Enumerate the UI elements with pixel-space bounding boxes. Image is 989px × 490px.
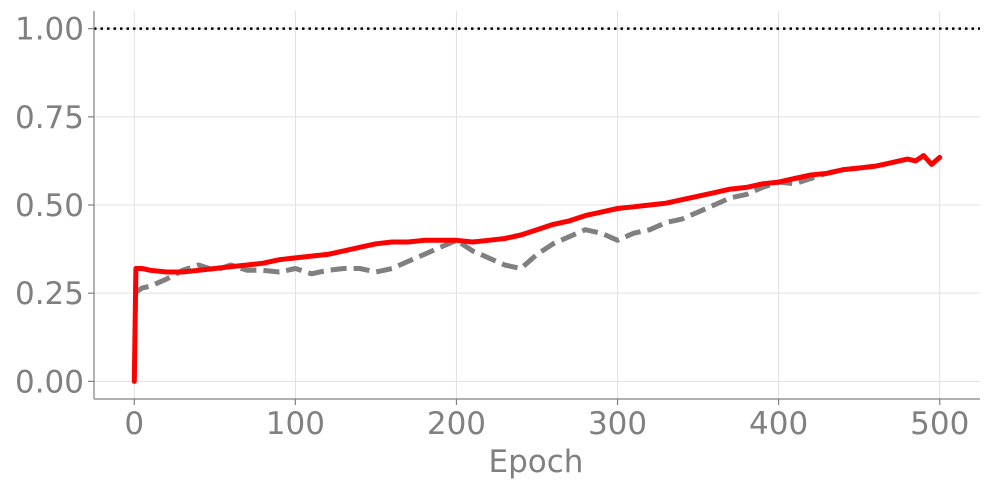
x-tick-label-2: 200	[427, 406, 486, 442]
grid-lines	[94, 11, 980, 399]
y-tick-label-3: 0.75	[15, 100, 84, 136]
x-tick-label-4: 400	[749, 406, 808, 442]
series-line-1	[132, 163, 876, 296]
x-axis-label: Epoch	[489, 444, 584, 480]
y-tick-label-1: 0.25	[15, 276, 84, 312]
x-tick-label-0: 0	[124, 406, 144, 442]
x-tick-label-1: 100	[266, 406, 325, 442]
y-ticks: 0.00 0.25 0.50 0.75 1.00	[15, 12, 94, 400]
series-layer	[131, 153, 943, 384]
y-tick-label-0: 0.00	[15, 364, 84, 400]
series-line-0	[131, 153, 943, 384]
y-tick-label-4: 1.00	[15, 12, 84, 48]
y-tick-label-2: 0.50	[15, 188, 84, 224]
x-ticks: 0 100 200 300 400 500	[124, 399, 969, 442]
x-tick-label-5: 500	[910, 406, 969, 442]
x-tick-label-3: 300	[588, 406, 647, 442]
